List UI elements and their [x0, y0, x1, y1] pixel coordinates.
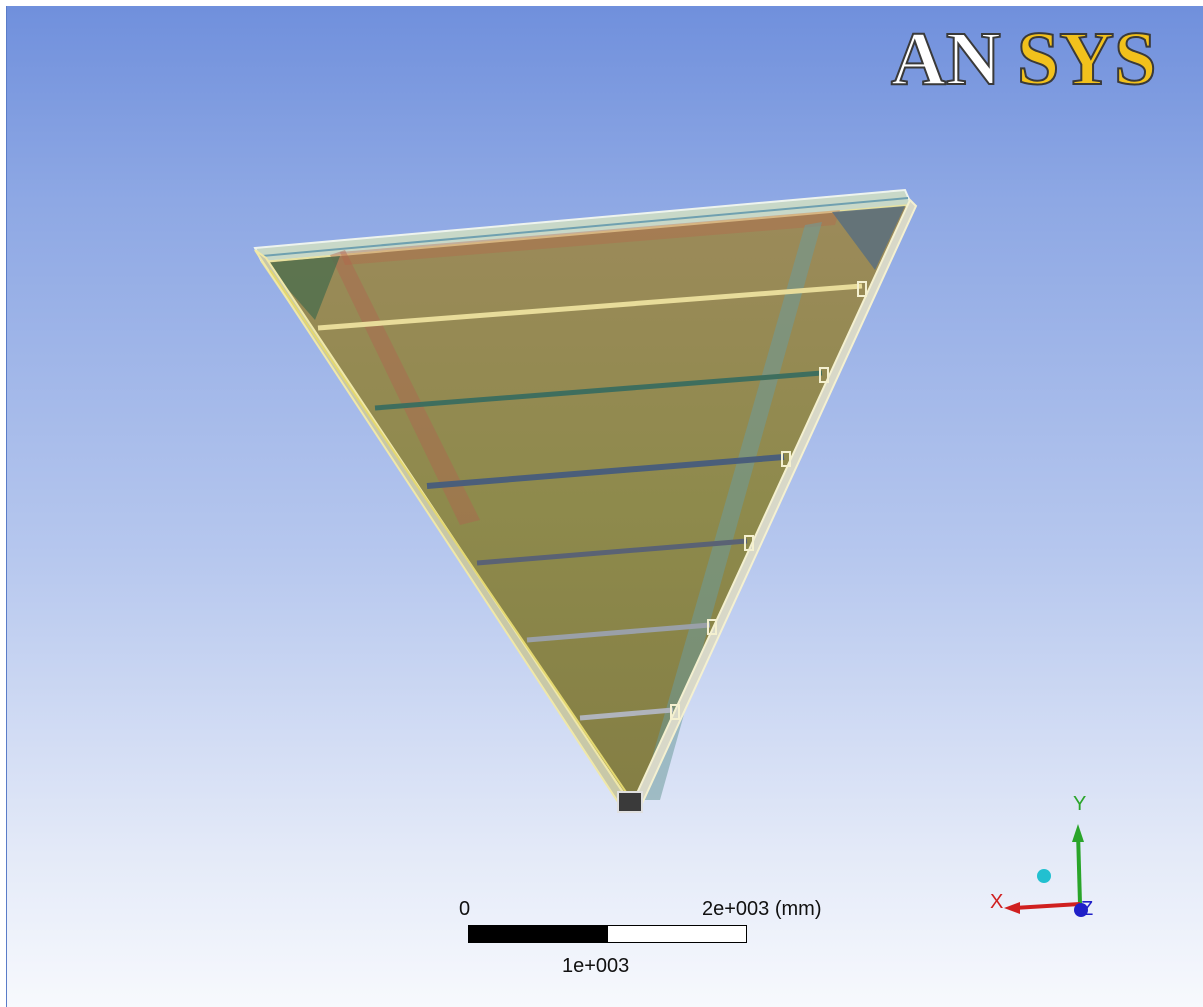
stringer-1 — [317, 283, 863, 331]
triad-z-label: Z — [1081, 898, 1093, 920]
panel-shading-left — [330, 250, 480, 525]
corner-patch-right — [832, 206, 905, 270]
triad-x-arrow — [1004, 902, 1020, 914]
logo-text-sys: SYS — [1017, 17, 1156, 96]
panel-shading-top — [340, 210, 840, 265]
scale-mid-label: 1e+003 — [562, 955, 630, 977]
right-edge-clips — [670, 281, 867, 720]
diagonal-member — [640, 222, 822, 800]
stringer-6 — [579, 707, 674, 721]
viewport-frame-left — [0, 0, 6, 1007]
scale-max-label: 2e+003 (mm) — [702, 898, 822, 920]
stringer-2 — [374, 370, 823, 411]
stringer-4 — [476, 538, 748, 566]
viewport-frame-top — [0, 0, 1203, 6]
triad-y-arrow — [1072, 824, 1084, 842]
scale-bar-white-segment — [608, 925, 747, 943]
ansys-logo: AN SYS — [885, 16, 1185, 102]
scale-bar: 0 2e+003 (mm) 1e+003 — [440, 895, 870, 985]
stringer-3 — [426, 454, 785, 489]
triad-x-axis — [1013, 902, 1081, 910]
stringer-5 — [526, 622, 711, 643]
logo-text-an: AN — [891, 17, 1001, 96]
triad-y-axis — [1076, 831, 1082, 905]
apex-fitting — [617, 791, 643, 813]
left-edge-line — [269, 269, 629, 796]
triad-y-label: Y — [1073, 793, 1086, 815]
scale-bar-black-segment — [468, 925, 610, 943]
coordinate-triad[interactable]: Y X Z — [980, 790, 1110, 930]
corner-patch-left — [265, 256, 340, 320]
scale-zero-label: 0 — [459, 898, 471, 920]
triad-x-label: X — [990, 891, 1003, 913]
triad-iso-ball[interactable] — [1037, 869, 1051, 883]
viewport-frame-border — [6, 6, 7, 1007]
triad-z-origin — [1074, 903, 1088, 917]
top-flange-edge — [261, 197, 909, 257]
